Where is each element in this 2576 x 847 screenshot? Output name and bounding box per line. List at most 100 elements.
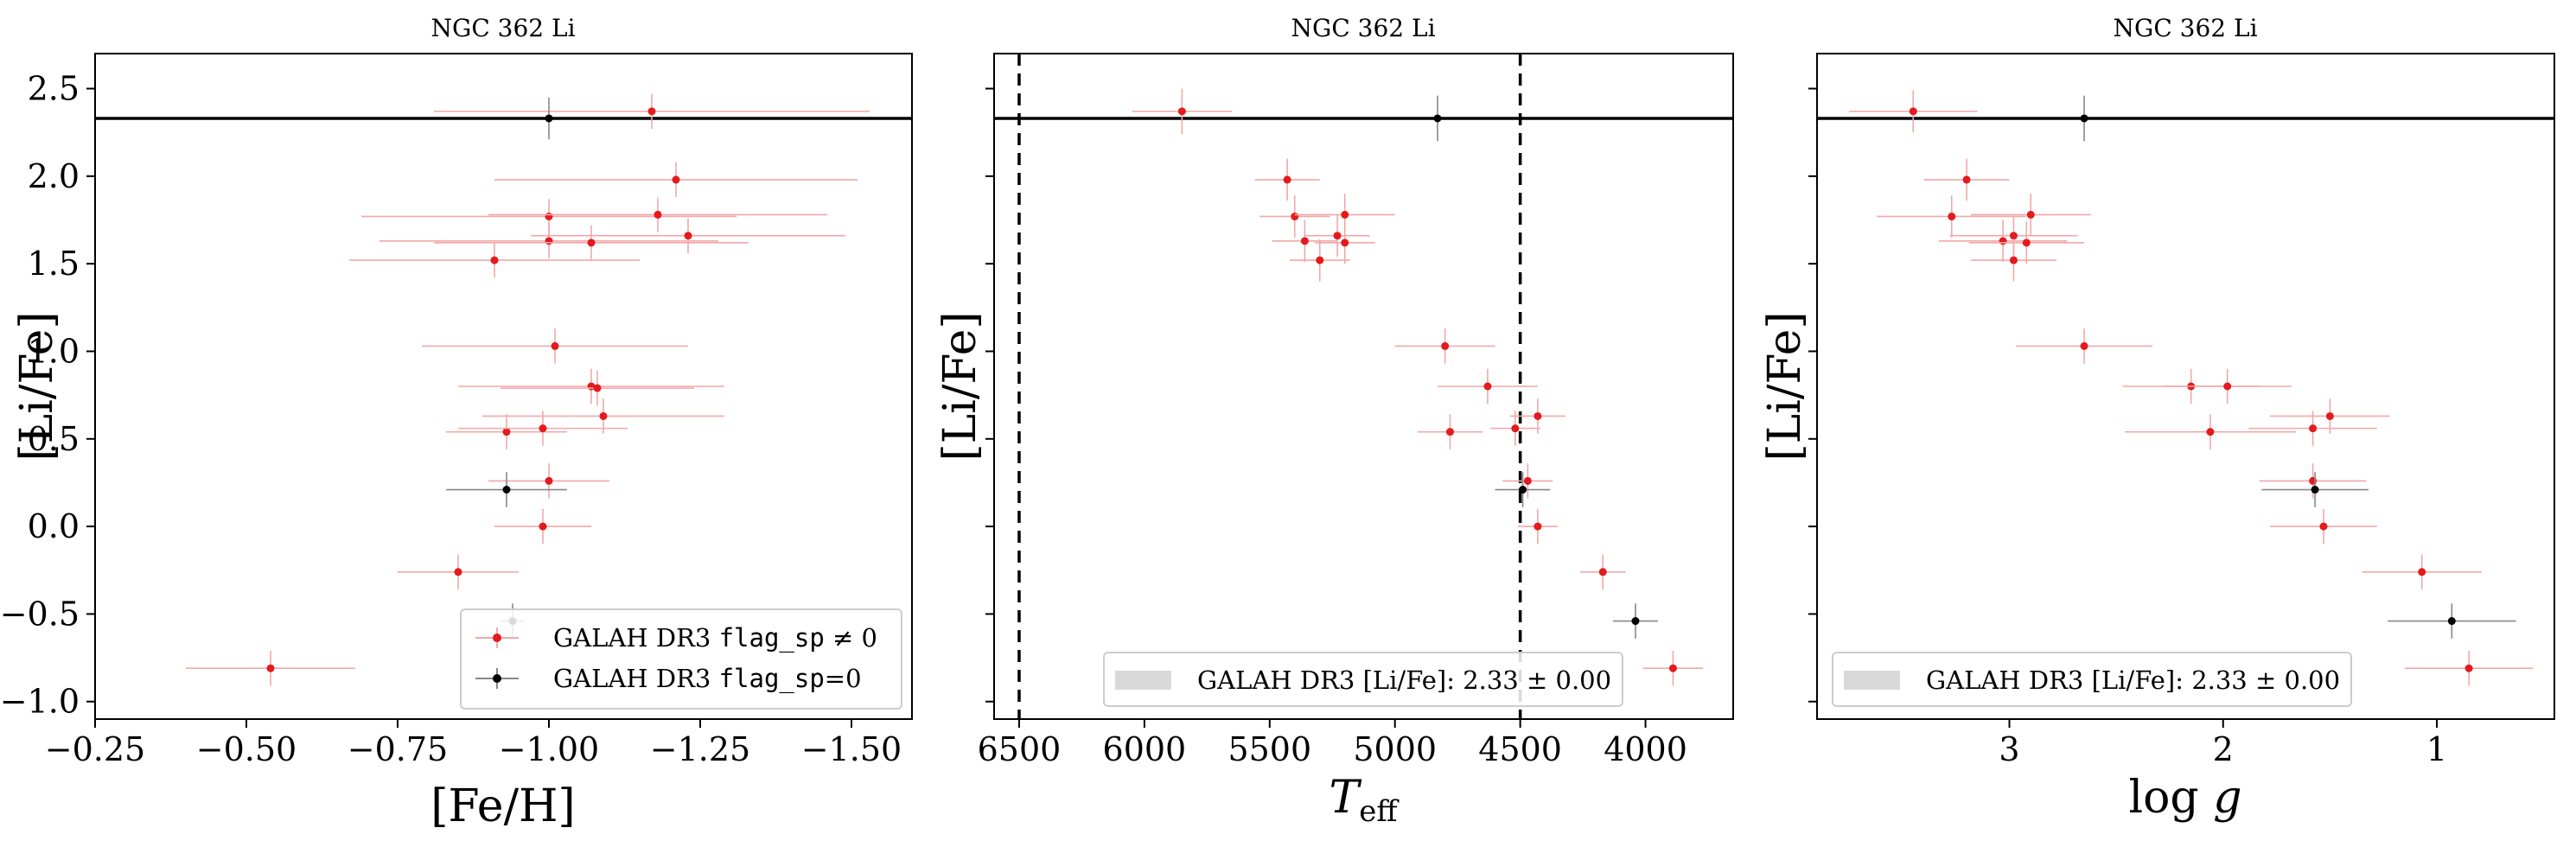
marker <box>1909 107 1917 116</box>
data-point-flagged <box>1517 508 1559 544</box>
marker <box>539 424 547 433</box>
marker <box>545 114 553 123</box>
x-tick-label: −1.25 <box>650 730 750 768</box>
y-axis <box>1808 87 1817 703</box>
x-axis: 3 2 1 <box>1999 719 2447 768</box>
marker <box>1598 568 1607 576</box>
legend-label-band: GALAH DR3 [Li/Fe]: 2.33 ± 0.00 <box>1197 666 1611 695</box>
marker <box>1962 175 1971 184</box>
y-tick-label: 2.5 <box>28 70 80 108</box>
data-point-flagged <box>2248 411 2377 446</box>
marker <box>599 411 608 420</box>
data-points <box>1849 90 2534 686</box>
data-point-flagged <box>186 650 355 686</box>
x-tick-label: 5500 <box>1227 730 1311 768</box>
x-axis: 6500 6000 5500 5000 4500 4000 <box>978 719 1687 768</box>
marker <box>266 664 275 672</box>
data-point-unflagged <box>1612 603 1659 639</box>
marker <box>454 568 462 576</box>
data-point-flagged <box>2015 328 2153 364</box>
reference-lines <box>994 54 1733 719</box>
data-point-unflagged <box>1433 95 1442 142</box>
data-point-flagged <box>398 554 519 590</box>
panel-teff: NGC 362 Li 6500 6000 5500 5000 4500 4000 Teff… <box>934 14 1734 829</box>
data-point-flagged <box>1971 194 2091 236</box>
marker <box>1519 486 1527 494</box>
x-tick-label: −0.25 <box>45 730 145 768</box>
marker <box>2223 382 2232 391</box>
legend-marker-flagged <box>493 634 501 642</box>
data-point-flagged <box>349 242 640 278</box>
marker <box>2309 424 2318 433</box>
marker <box>2009 232 2018 240</box>
data-point-flagged <box>422 328 688 364</box>
x-tick-label: −1.00 <box>499 730 599 768</box>
y-axis-label: [Li/Fe] <box>1759 311 1811 461</box>
x-axis-label: log g <box>2128 772 2241 824</box>
data-point-flagged <box>2270 508 2377 544</box>
data-point-flagged <box>1417 414 1483 449</box>
x-tick-label: −1.50 <box>801 730 902 768</box>
marker <box>545 212 553 220</box>
x-axis: −0.25 −0.50 −0.75 −1.00 −1.25 −1.50 <box>45 719 902 768</box>
x-axis-label: Teff <box>1329 772 1400 829</box>
data-point-flagged <box>2125 414 2296 449</box>
marker <box>2319 522 2328 531</box>
data-point-unflagged <box>2261 472 2369 507</box>
legend-label-flagged: GALAH DR3 flag_sp ≠ 0 <box>553 623 877 653</box>
marker <box>1999 237 2007 245</box>
marker <box>2206 428 2215 436</box>
data-point-flagged <box>2163 368 2292 404</box>
legend-label-band: GALAH DR3 [Li/Fe]: 2.33 ± 0.00 <box>1926 666 2340 695</box>
marker <box>2080 114 2088 123</box>
x-tick-label: 6000 <box>1103 730 1187 768</box>
legend-marker-band <box>1844 671 1900 690</box>
marker <box>1341 239 1349 247</box>
marker <box>2080 341 2088 350</box>
y-axis: −1.0 −0.5 0.0 0.5 1.0 1.5 2.0 2.5 <box>0 70 95 721</box>
data-point-flagged <box>1849 90 1978 133</box>
data-point-unflagged <box>2080 95 2088 142</box>
data-point-flagged <box>446 414 567 449</box>
panel-title: NGC 362 Li <box>1291 14 1435 42</box>
data-point-flagged <box>2259 463 2367 499</box>
marker <box>1523 476 1532 485</box>
marker <box>2325 411 2334 420</box>
y-axis-label: [Li/Fe] <box>934 311 986 461</box>
panel-feh: NGC 362 Li −0.25 −0.50 −0.75 −1.00 −1.25 −1.5… <box>0 14 913 832</box>
marker <box>1300 237 1309 245</box>
marker <box>2311 486 2319 494</box>
data-point-unflagged <box>1495 472 1551 507</box>
data-point-flagged <box>1502 463 1553 499</box>
marker <box>539 522 547 531</box>
data-point-flagged <box>1923 158 2010 201</box>
data-point-flagged <box>488 197 827 232</box>
plot-area-frame <box>1816 53 2555 720</box>
x-tick-label: 4500 <box>1478 730 1562 768</box>
data-point-flagged <box>1304 214 1370 258</box>
data-point-unflagged <box>2388 603 2516 639</box>
data-point-flagged <box>501 370 694 406</box>
marker <box>551 341 559 350</box>
data-point-flagged <box>1272 220 1338 263</box>
data-point-flagged <box>1510 398 1565 434</box>
marker <box>1177 107 1186 116</box>
data-points <box>186 93 870 686</box>
data-point-unflagged <box>545 97 553 140</box>
legend-label-unflagged: GALAH DR3 flag_sp=0 <box>553 664 862 694</box>
data-point-flagged <box>1132 88 1233 135</box>
marker <box>545 237 553 245</box>
panel-title: NGC 362 Li <box>430 14 575 42</box>
marker <box>545 476 553 485</box>
marker <box>1948 212 1956 220</box>
marker <box>1441 341 1450 350</box>
data-point-flagged <box>1642 650 1704 686</box>
data-point-flagged <box>482 398 724 434</box>
y-tick-label: −0.5 <box>0 595 80 633</box>
data-point-flagged <box>1938 220 2068 263</box>
data-point-flagged <box>1968 221 2085 264</box>
marker <box>1533 411 1542 420</box>
marker <box>684 232 692 240</box>
data-point-flagged <box>2362 554 2482 590</box>
